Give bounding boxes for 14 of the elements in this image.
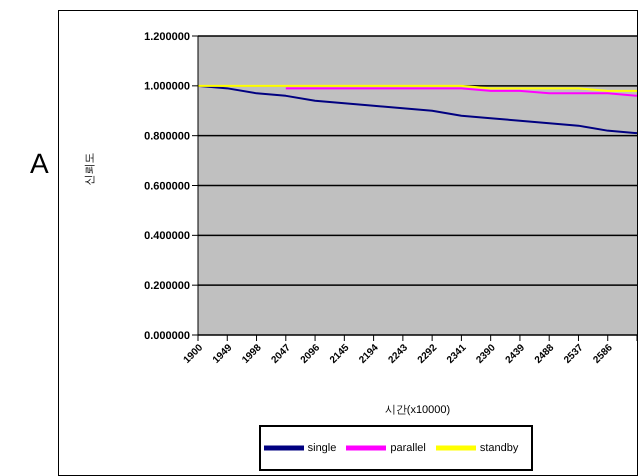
legend-label: parallel [390,442,426,454]
legend-label: single [308,442,336,454]
y-tick-label: 1.000000 [144,80,190,93]
text: A [30,148,49,180]
y-tick-label: 0.400000 [144,230,190,242]
y-tick-label: 0.600000 [144,180,190,192]
y-tick-label: 0.000000 [144,330,190,342]
y-tick-label: 0.200000 [144,280,190,292]
y-axis-title: 신뢰도 [84,152,96,186]
y-tick-label: 1.200000 [144,30,190,43]
x-axis-title: 시간(x10000) [384,404,450,416]
legend-label: standby [480,442,518,454]
y-tick-label: 0.800000 [144,130,190,143]
line-series [284,87,637,97]
